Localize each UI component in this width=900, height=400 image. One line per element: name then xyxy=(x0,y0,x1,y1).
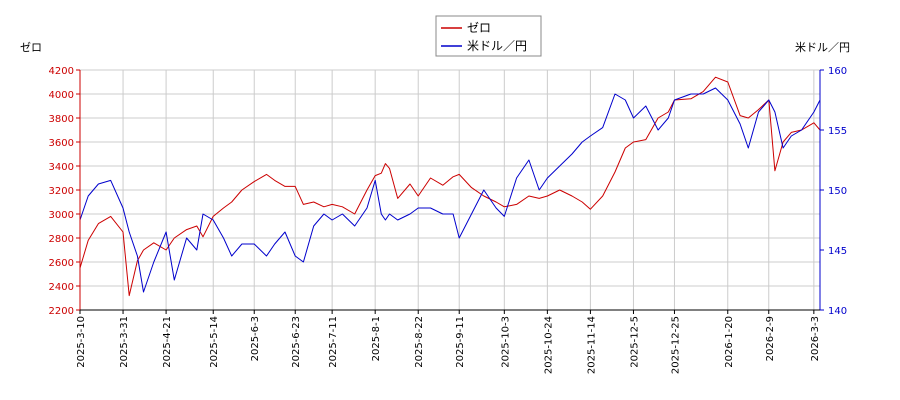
left-tick-label: 4000 xyxy=(49,90,74,101)
x-tick-label: 2026-3-3 xyxy=(810,316,821,361)
axes: 2200 2400 2600 2800 3000 3200 3400 3600 3800 4000… xyxy=(49,66,848,374)
x-tick-label: 2025-5-14 xyxy=(209,316,220,368)
x-tick-label: 2025-12-25 xyxy=(670,316,681,374)
x-tick-label: 2025-8-1 xyxy=(371,316,382,361)
legend-label-usdjpy: 米ドル／円 xyxy=(467,39,527,53)
right-tick-label: 160 xyxy=(828,66,847,77)
legend: ゼロ 米ドル／円 xyxy=(435,15,542,57)
right-axis-title: 米ドル／円 xyxy=(795,41,850,54)
left-tick-label: 2200 xyxy=(49,306,74,317)
x-tick-label: 2025-9-11 xyxy=(455,316,466,368)
left-tick-label: 3200 xyxy=(49,186,74,197)
x-tick-label: 2025-4-21 xyxy=(162,316,173,368)
series-line-zero xyxy=(79,76,821,297)
legend-label-zero: ゼロ xyxy=(467,21,491,35)
x-tick-label: 2025-10-3 xyxy=(500,316,511,368)
left-tick-label: 3000 xyxy=(49,210,74,221)
right-tick-label: 145 xyxy=(828,246,847,257)
right-tick-label: 150 xyxy=(828,186,847,197)
x-tick-label: 2026-1-20 xyxy=(724,316,735,368)
left-tick-label: 2800 xyxy=(49,234,74,245)
x-tick-label: 2025-6-3 xyxy=(250,316,261,361)
right-tick-label: 140 xyxy=(828,306,847,317)
grid xyxy=(79,69,820,311)
left-tick-label: 3600 xyxy=(49,138,74,149)
x-tick-label: 2025-12-5 xyxy=(629,316,640,368)
x-tick-label: 2025-10-24 xyxy=(543,316,554,374)
x-tick-label: 2025-7-11 xyxy=(328,316,339,368)
x-tick-label: 2026-2-9 xyxy=(765,316,776,361)
x-tick-label: 2025-3-10 xyxy=(76,316,87,368)
series-line-usdjpy xyxy=(79,87,821,293)
left-tick-label: 3400 xyxy=(49,162,74,173)
left-axis-title: ゼロ xyxy=(20,41,42,54)
series-layer xyxy=(79,76,821,297)
x-tick-label: 2025-8-22 xyxy=(414,316,425,368)
right-tick-label: 155 xyxy=(828,126,847,137)
left-tick-label: 2400 xyxy=(49,282,74,293)
x-tick-label: 2025-6-23 xyxy=(291,316,302,368)
left-tick-label: 2600 xyxy=(49,258,74,269)
legend-box xyxy=(435,15,542,57)
left-tick-label: 4200 xyxy=(49,66,74,77)
left-tick-label: 3800 xyxy=(49,114,74,125)
x-tick-label: 2025-3-31 xyxy=(119,316,130,368)
x-tick-label: 2025-11-14 xyxy=(586,316,597,374)
